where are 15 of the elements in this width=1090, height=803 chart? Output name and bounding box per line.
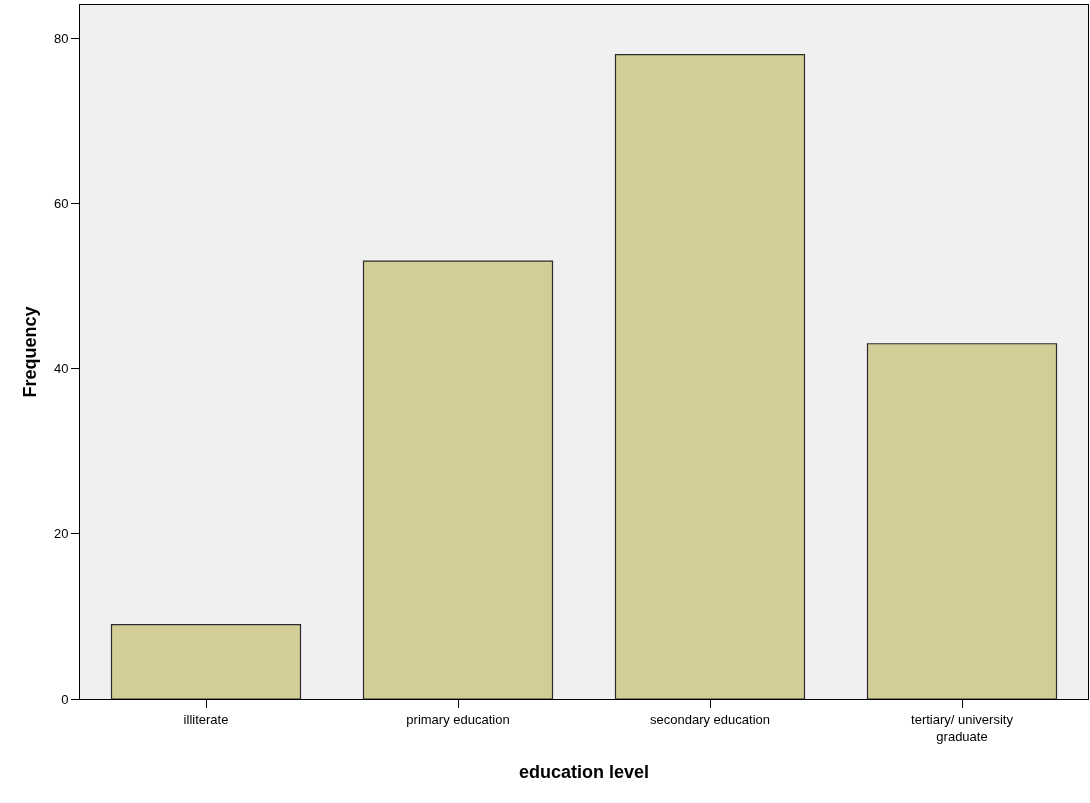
y-tick-label: 0 — [61, 691, 69, 707]
bar — [614, 53, 806, 699]
x-tick-label: primary education — [406, 711, 510, 727]
x-tick-label: secondary education — [650, 711, 770, 727]
x-axis-title: education level — [518, 761, 650, 782]
bar — [110, 624, 302, 699]
y-tick-label: 20 — [53, 526, 69, 542]
y-tick-label: 40 — [53, 361, 69, 377]
y-tick-label: 60 — [53, 195, 69, 211]
y-tick-label: 80 — [53, 30, 69, 46]
bar — [362, 260, 554, 699]
x-tick-label: tertiary/ university graduate — [911, 711, 1014, 744]
y-axis-title: Frequency — [20, 306, 41, 398]
bar — [866, 343, 1058, 699]
x-tick-label: illiterate — [183, 711, 229, 727]
